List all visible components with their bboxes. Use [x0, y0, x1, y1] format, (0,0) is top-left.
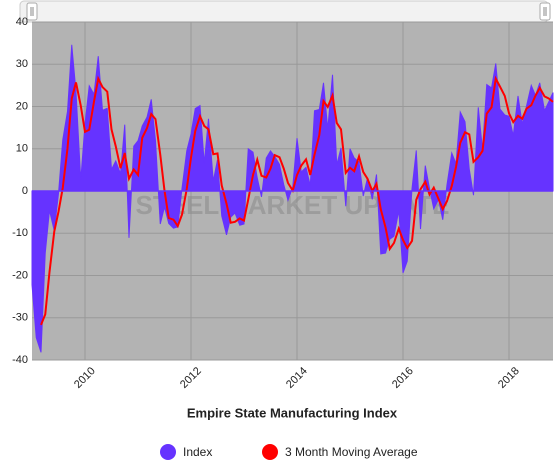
legend-label: 3 Month Moving Average — [285, 445, 418, 459]
chart-title: Empire State Manufacturing Index — [187, 405, 398, 420]
y-tick-label: -30 — [12, 312, 28, 324]
navigator-handle[interactable] — [539, 2, 551, 21]
y-tick-label: 40 — [16, 16, 28, 28]
legend-marker — [262, 444, 278, 460]
y-tick-label: 30 — [16, 58, 28, 70]
y-tick-label: -10 — [12, 227, 28, 239]
legend-label: Index — [183, 445, 212, 459]
navigator[interactable] — [19, 0, 549, 23]
y-tick-label: 10 — [16, 143, 28, 155]
navigator-handle[interactable] — [26, 2, 38, 21]
y-tick-label: 20 — [16, 100, 28, 112]
y-tick-label: -40 — [12, 354, 28, 366]
y-tick-label: 0 — [22, 185, 28, 197]
legend-marker — [160, 444, 176, 460]
line — [40, 75, 554, 326]
y-tick-label: -20 — [12, 269, 28, 281]
